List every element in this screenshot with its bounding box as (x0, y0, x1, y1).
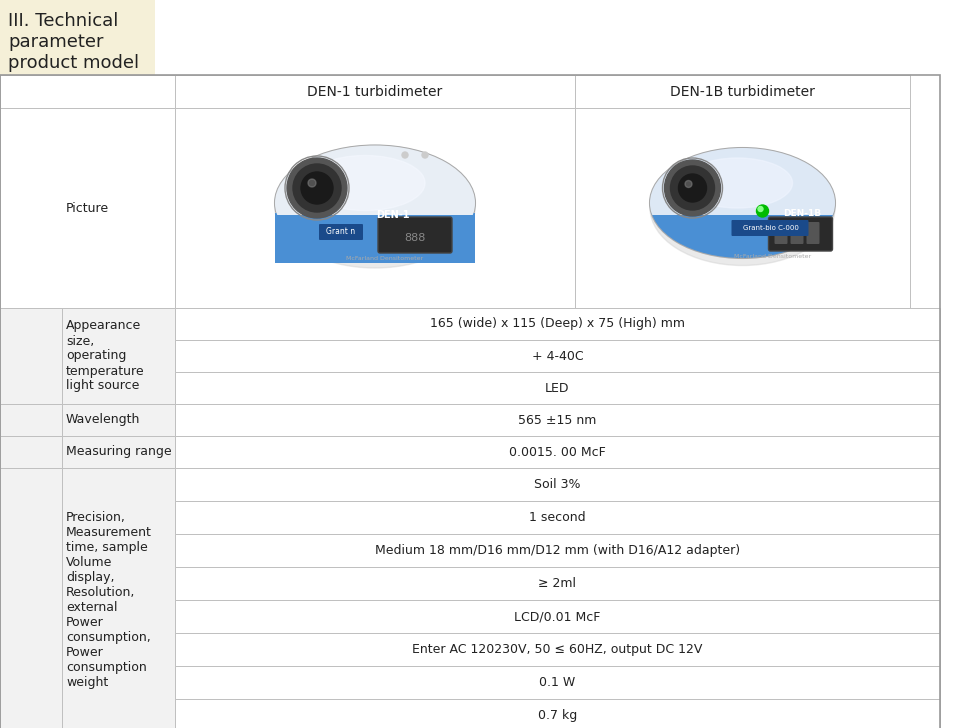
Bar (175, 600, 940, 633)
Bar (575, 108, 910, 308)
FancyBboxPatch shape (319, 224, 363, 240)
FancyBboxPatch shape (775, 222, 787, 244)
FancyBboxPatch shape (769, 217, 832, 251)
Bar (0, 75, 175, 108)
Text: DEN-1: DEN-1 (376, 210, 410, 220)
Circle shape (758, 207, 763, 212)
Text: Grant-bio C-000: Grant-bio C-000 (743, 225, 799, 231)
Circle shape (670, 166, 714, 210)
Bar (175, 75, 575, 108)
Bar (175, 308, 940, 340)
Bar (62, 468, 175, 728)
Bar (650, 145, 835, 215)
Ellipse shape (650, 148, 835, 258)
Circle shape (308, 179, 316, 187)
Bar (175, 372, 940, 404)
Bar (0, 308, 62, 404)
Text: 565 ±15 nm: 565 ±15 nm (518, 414, 597, 427)
FancyBboxPatch shape (790, 222, 804, 244)
Ellipse shape (305, 156, 425, 210)
Text: 165 (wide) x 115 (Deep) x 75 (High) mm: 165 (wide) x 115 (Deep) x 75 (High) mm (430, 317, 685, 331)
Bar (175, 468, 940, 501)
Bar (175, 699, 940, 728)
Bar (275, 213, 475, 263)
Ellipse shape (683, 158, 793, 208)
Bar (575, 75, 910, 108)
Text: Grant n: Grant n (326, 227, 355, 237)
Text: DEN-1 turbidimeter: DEN-1 turbidimeter (307, 84, 443, 98)
FancyBboxPatch shape (732, 220, 808, 236)
Text: Appearance
size,
operating
temperature
light source: Appearance size, operating temperature l… (66, 320, 145, 392)
Circle shape (756, 205, 769, 217)
Text: Soil 3%: Soil 3% (535, 478, 581, 491)
Circle shape (679, 174, 707, 202)
Circle shape (293, 164, 341, 212)
Bar (175, 436, 940, 468)
Text: Precision,
Measurement
time, sample
Volume
display,
Resolution,
external
Power
c: Precision, Measurement time, sample Volu… (66, 511, 152, 689)
Text: McFarland Densitometer: McFarland Densitometer (347, 256, 423, 261)
Bar (0, 404, 62, 436)
Text: 0.7 kg: 0.7 kg (538, 709, 577, 722)
Bar (175, 633, 940, 666)
Bar (650, 213, 835, 261)
Bar (62, 436, 175, 468)
Text: Picture: Picture (66, 202, 109, 215)
Bar (62, 404, 175, 436)
Text: Medium 18 mm/D16 mm/D12 mm (with D16/A12 adapter): Medium 18 mm/D16 mm/D12 mm (with D16/A12… (375, 544, 740, 557)
Bar (0, 436, 62, 468)
Bar (275, 213, 475, 261)
Bar (175, 501, 940, 534)
Bar (175, 340, 940, 372)
Text: 888: 888 (404, 233, 425, 243)
Circle shape (301, 172, 333, 204)
Text: LED: LED (545, 381, 569, 395)
FancyBboxPatch shape (806, 222, 820, 244)
Ellipse shape (275, 146, 475, 261)
Bar (175, 666, 940, 699)
Ellipse shape (275, 146, 475, 261)
Circle shape (402, 152, 408, 158)
Circle shape (664, 160, 721, 216)
Bar (62, 308, 175, 404)
Text: Wavelength: Wavelength (66, 414, 140, 427)
Bar (175, 534, 940, 567)
Bar (175, 108, 575, 308)
Ellipse shape (650, 151, 835, 266)
Bar (175, 404, 940, 436)
Bar (0, 108, 175, 308)
Text: ≥ 2ml: ≥ 2ml (539, 577, 577, 590)
Text: + 4-40C: + 4-40C (532, 349, 584, 363)
Text: 1 second: 1 second (529, 511, 586, 524)
FancyBboxPatch shape (378, 217, 452, 253)
Bar (175, 567, 940, 600)
Bar (0, 468, 62, 728)
Text: DEN-1B turbidimeter: DEN-1B turbidimeter (670, 84, 815, 98)
Text: Enter AC 120230V, 50 ≤ 60HZ, output DC 12V: Enter AC 120230V, 50 ≤ 60HZ, output DC 1… (412, 643, 703, 656)
Bar (275, 145, 475, 215)
Circle shape (287, 158, 347, 218)
Circle shape (422, 152, 428, 158)
Text: 0.0015. 00 McF: 0.0015. 00 McF (509, 446, 606, 459)
Text: LCD/0.01 McF: LCD/0.01 McF (515, 610, 601, 623)
Ellipse shape (275, 148, 475, 268)
Text: DEN-1B: DEN-1B (783, 208, 822, 218)
Bar (0, 0, 155, 75)
Text: Measuring range: Measuring range (66, 446, 172, 459)
Text: 0.1 W: 0.1 W (540, 676, 576, 689)
Text: III. Technical
parameter
product model: III. Technical parameter product model (8, 12, 139, 71)
Text: McFarland Densitometer: McFarland Densitometer (734, 253, 811, 258)
Circle shape (685, 181, 692, 188)
